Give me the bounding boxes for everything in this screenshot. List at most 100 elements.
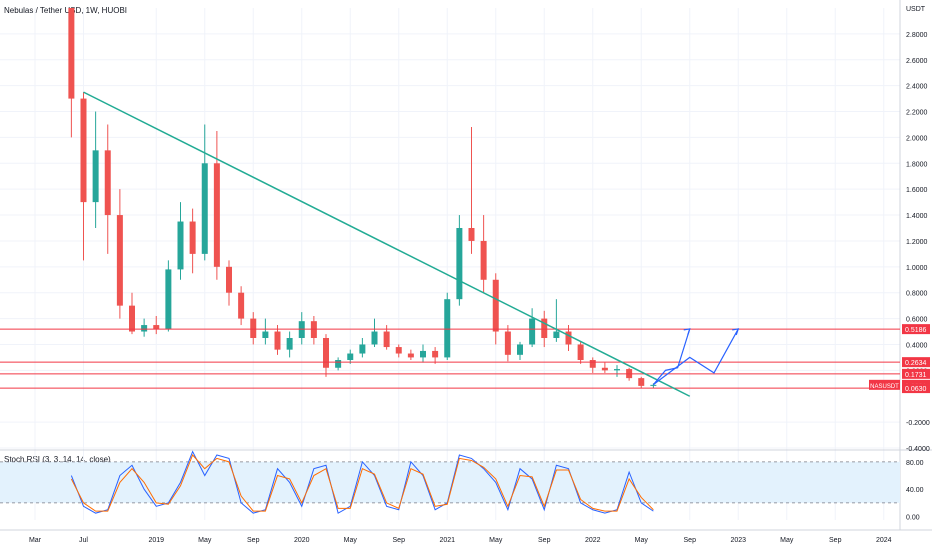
candle-body [359, 344, 366, 354]
candle-body [577, 344, 584, 360]
candle-body [371, 331, 378, 345]
candle-body [323, 338, 329, 368]
x-tick-label: 2020 [294, 537, 310, 544]
projection-arrow [652, 328, 691, 385]
y-tick-label: 0.4000 [906, 342, 928, 349]
candle-body [456, 228, 463, 300]
candle-body [638, 378, 645, 386]
candle-body [177, 221, 184, 270]
arrow-head [732, 328, 740, 336]
y-tick-label: 2.2000 [906, 110, 928, 117]
x-tick-label: May [198, 537, 212, 544]
candle-body [335, 360, 342, 368]
x-tick-label: Sep [684, 537, 697, 544]
x-tick-label: May [489, 537, 503, 544]
price-tag-bg [902, 368, 930, 379]
candle-body [420, 350, 426, 358]
candle-body [286, 338, 293, 350]
rsi-band [0, 461, 900, 504]
rsi-tick-label: 0.00 [906, 515, 920, 522]
candle-body [480, 240, 487, 280]
rsi-lines [70, 450, 654, 514]
chart-title: Nebulas / Tether USD, 1W, HUOBI [4, 6, 128, 15]
y-tick-label: 1.0000 [906, 265, 928, 272]
candle-body [553, 331, 560, 338]
y-tick-label: 1.8000 [906, 161, 928, 168]
price-tag: 0.5186 [905, 327, 927, 334]
y-tick-label: -0.4000 [906, 446, 930, 453]
candle-body [614, 369, 620, 371]
candle-body [407, 353, 414, 358]
candle-body [468, 228, 475, 241]
candle-body [504, 331, 511, 355]
y-tick-label: 1.4000 [906, 213, 928, 220]
horizontal-levels [0, 328, 900, 389]
candle-body [383, 331, 390, 348]
candle-body [395, 347, 402, 354]
rsi-band [0, 461, 900, 503]
candle-body [80, 98, 87, 203]
x-tick-label: May [780, 537, 794, 544]
rsi-k-line [70, 450, 654, 514]
candle-body [141, 325, 148, 332]
price-tag: 0.1731 [905, 372, 927, 379]
rsi-tick-label: 80.00 [906, 460, 924, 467]
x-tick-label: Mar [29, 537, 42, 544]
price-tag-bg [902, 324, 930, 335]
candle-body [565, 331, 572, 345]
x-tick-label: Sep [393, 537, 406, 544]
x-tick-label: Sep [829, 537, 842, 544]
candle-body [226, 266, 232, 293]
y-tick-label: 1.2000 [906, 239, 928, 246]
rsi-title: Stoch RSI (3, 3, 14, 14, close) [4, 455, 111, 464]
y-tick-label: -0.2000 [906, 420, 930, 427]
candle-body [189, 221, 196, 254]
arrow-head [683, 328, 691, 336]
candle-body [116, 215, 123, 306]
candle-body [432, 350, 439, 358]
candle-body [541, 318, 548, 338]
y-tick-label: 0.6000 [906, 317, 928, 324]
y-tick-label: 2.6000 [906, 58, 928, 65]
x-tick-label: 2022 [585, 537, 601, 544]
projection-arrow [653, 328, 739, 386]
x-tick-label: May [344, 537, 358, 544]
candle-body [201, 163, 208, 254]
candle-body [104, 150, 111, 216]
price-tag-bg [902, 383, 930, 394]
x-tick-label: 2023 [730, 537, 746, 544]
trendline [83, 91, 691, 397]
candle-body [517, 344, 523, 355]
candle-body [444, 299, 451, 358]
price-tag: 0.2634 [905, 360, 927, 367]
symbol-tag-bg [869, 379, 900, 390]
currency-label: USDT [906, 6, 926, 13]
rsi-d-line [70, 454, 654, 512]
y-tick-label: 1.6000 [906, 187, 928, 194]
candle-body [92, 150, 99, 203]
candle-body [274, 331, 281, 350]
candle-body [601, 367, 608, 371]
candle-body [165, 269, 172, 329]
candle-body [492, 279, 499, 332]
candle-body [250, 318, 257, 338]
candle-body [589, 360, 596, 368]
trendline [83, 91, 691, 397]
candle-body [262, 331, 269, 338]
price-tag: 0.0630 [905, 386, 927, 393]
axis-labels: 2.8000 2.6000 2.4000 2.2000 2.0000 1.8000 1.60… [29, 6, 930, 544]
x-tick-label: 2024 [876, 537, 892, 544]
x-tick-label: Jul [79, 537, 88, 544]
candle-body [213, 163, 220, 267]
candle-body [650, 384, 657, 386]
x-tick-label: 2021 [439, 537, 455, 544]
candle-body [129, 305, 135, 332]
candle-body [529, 318, 536, 345]
x-tick-label: 2019 [148, 537, 164, 544]
symbol-tag: NASUSDT [870, 384, 899, 390]
rsi-tick-label: 40.00 [906, 487, 924, 494]
projection-arrows [652, 328, 740, 386]
x-tick-label: Sep [247, 537, 260, 544]
candle-body [347, 353, 354, 360]
